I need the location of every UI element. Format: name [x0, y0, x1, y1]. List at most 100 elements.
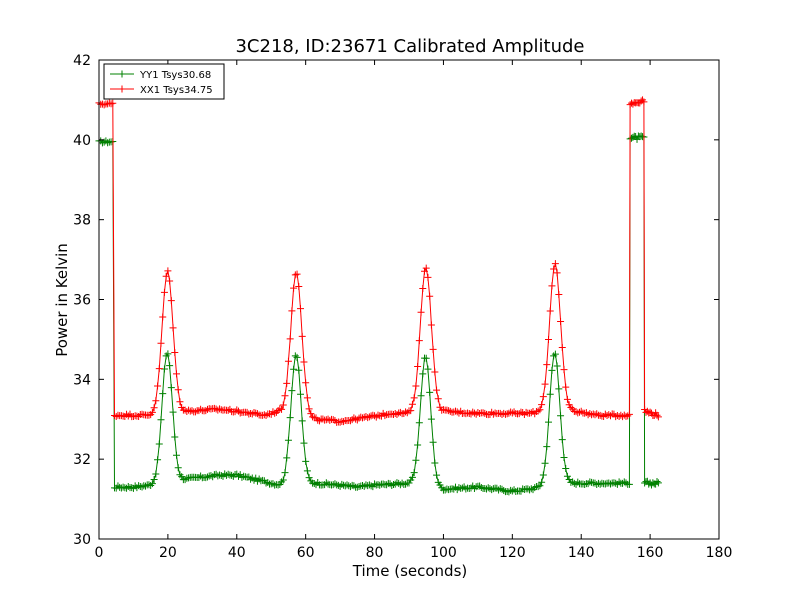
data-point — [286, 414, 294, 422]
data-point — [160, 288, 168, 296]
data-point — [593, 410, 601, 418]
data-point — [173, 370, 180, 378]
data-point — [253, 410, 261, 418]
data-point — [546, 390, 554, 398]
data-point — [376, 481, 384, 489]
data-point — [224, 406, 232, 414]
data-point — [445, 407, 453, 415]
y-tick-label: 34 — [73, 372, 91, 388]
data-point — [601, 410, 609, 418]
data-point — [178, 473, 186, 481]
data-point — [422, 354, 430, 362]
data-point — [429, 345, 437, 353]
data-point — [243, 408, 251, 416]
data-point — [262, 479, 270, 487]
data-point — [402, 480, 410, 488]
data-point — [181, 476, 189, 484]
data-point — [331, 480, 339, 488]
data-point — [620, 411, 628, 419]
data-point — [424, 273, 432, 281]
data-point — [510, 486, 518, 494]
data-point — [405, 479, 413, 487]
data-point — [391, 410, 399, 418]
data-point — [274, 407, 282, 415]
y-tick-label: 32 — [73, 452, 91, 468]
data-point — [104, 139, 112, 147]
data-point — [576, 408, 583, 416]
data-point — [300, 358, 308, 366]
data-point — [541, 380, 549, 388]
series-xx1 — [95, 96, 662, 426]
data-point — [155, 440, 163, 448]
data-point — [228, 471, 236, 479]
y-tick-label: 36 — [73, 293, 91, 309]
data-point — [383, 481, 391, 489]
data-point — [148, 480, 156, 488]
data-point — [548, 282, 556, 290]
legend: YY1 Tsys30.68 XX1 Tsys34.75 — [103, 63, 225, 100]
data-point — [539, 471, 547, 479]
data-point — [557, 412, 565, 420]
data-point — [555, 385, 563, 393]
data-point — [197, 472, 205, 480]
data-point — [379, 480, 387, 488]
data-point — [288, 387, 296, 395]
data-point — [565, 401, 573, 409]
legend-entry: XX1 Tsys34.75 — [140, 85, 213, 96]
data-point — [305, 474, 313, 482]
data-point — [145, 411, 153, 419]
data-point — [350, 482, 358, 490]
data-point — [488, 486, 496, 494]
data-point — [419, 284, 427, 292]
data-point — [415, 337, 423, 345]
data-point — [555, 291, 563, 299]
data-point — [479, 409, 487, 417]
data-point — [124, 482, 132, 490]
data-point — [150, 404, 158, 412]
data-point — [558, 436, 566, 444]
x-tick-label: 160 — [637, 545, 664, 561]
data-point — [159, 390, 167, 398]
legend-marker — [118, 85, 126, 93]
data-point — [374, 411, 382, 419]
data-point — [534, 483, 542, 491]
data-point — [410, 394, 418, 402]
data-point — [159, 313, 167, 321]
data-point — [426, 388, 434, 396]
y-tick-label: 40 — [73, 133, 91, 149]
data-point — [340, 418, 348, 426]
data-point — [402, 408, 410, 416]
data-point — [534, 407, 542, 415]
data-point — [272, 408, 280, 416]
data-point — [293, 270, 301, 278]
data-point — [197, 405, 205, 413]
data-point — [247, 475, 255, 483]
data-point — [138, 483, 146, 491]
data-point — [148, 408, 156, 416]
data-point — [167, 297, 175, 305]
x-tick-label: 180 — [706, 545, 733, 561]
data-point — [495, 486, 503, 494]
data-point — [152, 397, 160, 405]
data-point — [305, 405, 313, 413]
data-point — [365, 481, 373, 489]
data-point — [371, 480, 379, 488]
x-tick-label: 20 — [159, 545, 177, 561]
data-point — [553, 269, 561, 277]
data-point — [176, 398, 184, 406]
data-point — [640, 98, 648, 106]
data-point — [166, 277, 174, 285]
y-tick-label: 30 — [73, 532, 91, 548]
data-point — [360, 482, 368, 490]
data-point — [152, 470, 160, 478]
data-point — [563, 395, 571, 403]
data-point — [443, 406, 451, 414]
data-point — [281, 392, 289, 400]
data-point — [314, 416, 322, 424]
data-point — [231, 408, 239, 416]
data-point — [507, 486, 515, 494]
data-point — [346, 483, 354, 491]
data-point — [515, 410, 523, 418]
data-point — [505, 488, 513, 496]
